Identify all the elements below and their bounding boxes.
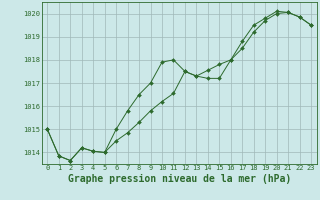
X-axis label: Graphe pression niveau de la mer (hPa): Graphe pression niveau de la mer (hPa) [68,174,291,184]
